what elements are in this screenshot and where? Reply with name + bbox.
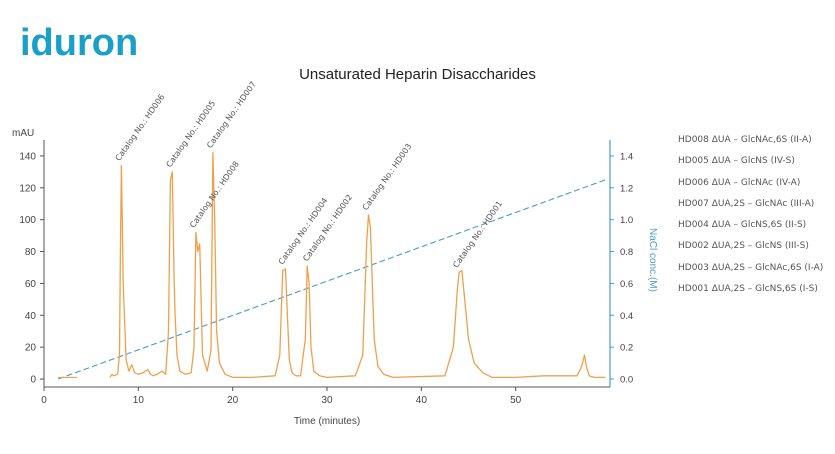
- y-tick-label: 80: [25, 247, 37, 258]
- y-tick-label: 0: [30, 375, 36, 386]
- y-tick-label: 100: [19, 215, 36, 226]
- peak-label: Catalog No.: HD005: [165, 99, 218, 169]
- y2-tick-label: 0.2: [620, 343, 633, 354]
- peak-label: Catalog No.: HD001: [451, 199, 504, 269]
- peak-label: Catalog No.: HD007: [205, 80, 258, 150]
- y-tick-label: 140: [19, 151, 36, 162]
- legend-item: HD002 ΔUA,2S – GlcNS (III-S): [678, 241, 809, 252]
- y2-tick-label: 0.0: [620, 375, 633, 386]
- absorbance-trace: [109, 152, 606, 379]
- y2-tick-label: 0.6: [620, 279, 633, 290]
- y-tick-label: 40: [25, 311, 37, 322]
- x-tick-label: 30: [321, 395, 333, 406]
- y2-tick-label: 1.4: [620, 151, 633, 162]
- legend-item: HD003 ΔUA,2S – GlcNAc,6S (I-A): [678, 262, 824, 273]
- legend-item: HD007 ΔUA,2S – GlcNAc (III-A): [678, 198, 815, 209]
- peak-label: Catalog No.: HD003: [361, 142, 414, 212]
- legend-item: HD008 ΔUA – GlcNAc,6S (II-A): [678, 135, 812, 145]
- y-tick-label: 120: [19, 183, 36, 194]
- x-axis-label: Time (minutes): [294, 416, 360, 427]
- y2-tick-label: 1.2: [620, 183, 633, 194]
- peak-label: Catalog No.: HD006: [114, 93, 167, 163]
- chart-title: Unsaturated Heparin Disaccharides: [299, 66, 536, 83]
- y2-tick-label: 0.8: [620, 247, 633, 258]
- legend-item: HD004 ΔUA – GlcNS,6S (II-S): [678, 220, 807, 231]
- legend-item: HD001 ΔUA,2S – GlcNS,6S (I-S): [678, 284, 818, 295]
- y2-tick-label: 0.4: [620, 311, 633, 322]
- legend-item: HD006 ΔUA – GlcNAc (IV-A): [678, 177, 801, 188]
- y2-tick-label: 1.0: [620, 215, 633, 226]
- x-tick-label: 10: [133, 395, 145, 406]
- legend: HD008 ΔUA – GlcNAc,6S (II-A) HD005 ΔUA –…: [678, 135, 823, 305]
- y-tick-label: 20: [25, 343, 37, 354]
- x-tick-label: 50: [510, 395, 522, 406]
- y-tick-label: 60: [25, 279, 37, 290]
- nacl-gradient-line: [57, 179, 606, 380]
- legend-item: HD005 ΔUA – GlcNS (IV-S): [678, 156, 795, 167]
- x-tick-label: 20: [227, 395, 239, 406]
- x-tick-label: 40: [416, 395, 428, 406]
- y2-axis-label: NaCl conc.(M): [647, 228, 658, 292]
- x-tick-label: 0: [41, 395, 47, 406]
- brand-logo: iduron: [20, 22, 139, 64]
- y-axis-label: mAU: [12, 128, 34, 139]
